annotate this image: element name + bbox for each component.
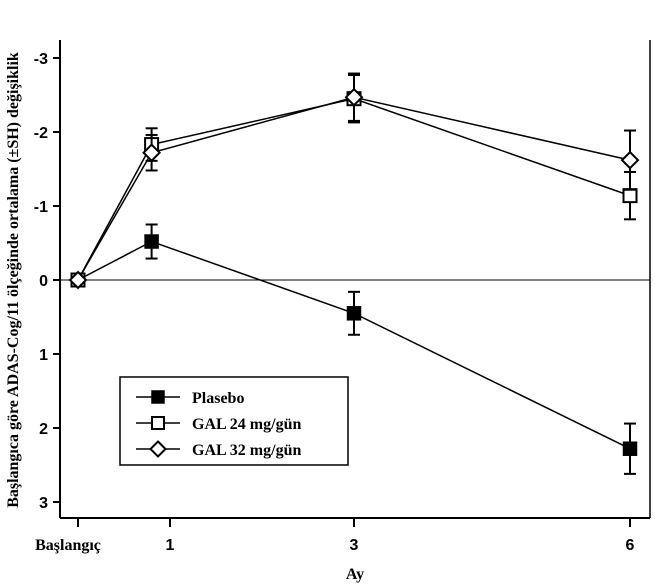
legend-label: GAL 32 mg/gün xyxy=(192,442,301,459)
series-line xyxy=(77,240,631,450)
y-tick-label: -1 xyxy=(34,199,48,216)
legend-item-plasebo: Plasebo xyxy=(136,390,244,407)
x-tick-label: 1 xyxy=(166,537,175,554)
marker-filled-square xyxy=(151,390,165,404)
marker-filled-square xyxy=(622,441,638,456)
marker-open-diamond xyxy=(620,150,640,170)
marker-filled-square xyxy=(144,234,159,249)
legend-label: GAL 24 mg/gün xyxy=(192,416,301,433)
x-tick-label: 3 xyxy=(350,537,359,554)
marker-open-diamond xyxy=(68,270,88,290)
y-tick-label: 3 xyxy=(39,495,48,512)
chart-legend: Plasebo GAL 24 mg/gün GAL 32 mg/gün xyxy=(119,376,349,466)
y-tick-label: -2 xyxy=(34,125,48,142)
chart-series xyxy=(68,72,640,475)
marker-open-square xyxy=(151,416,165,430)
x-tick-label: Başlangıç xyxy=(35,537,101,554)
y-axis-label: Başlangıca göre ADAS-Cog/11 ölçeğinde or… xyxy=(5,52,22,508)
y-tick-label: 0 xyxy=(39,273,48,290)
y-tick-label: 1 xyxy=(39,347,48,364)
series-line xyxy=(77,97,631,281)
legend-item-gal-32: GAL 32 mg/gün xyxy=(136,440,301,459)
marker-open-diamond xyxy=(149,440,167,458)
series-gal-32 xyxy=(68,72,640,290)
x-axis-label: Ay xyxy=(345,566,365,583)
marker-open-diamond xyxy=(344,87,364,107)
y-axis-label-wrap: Başlangıca göre ADAS-Cog/11 ölçeğinde or… xyxy=(0,0,30,560)
marker-filled-square xyxy=(346,306,362,321)
y-tick-label: -3 xyxy=(34,51,48,68)
marker-open-square xyxy=(622,188,638,204)
series-line xyxy=(77,96,631,281)
x-tick-label: 6 xyxy=(626,537,635,554)
marker-open-diamond xyxy=(142,143,162,163)
chart-ticks: -3 -2 -1 0 1 2 3 Başlangıç 1 3 6 xyxy=(34,51,635,554)
y-tick-label: 2 xyxy=(39,421,48,438)
legend-label: Plasebo xyxy=(192,390,244,407)
legend-item-gal-24: GAL 24 mg/gün xyxy=(136,416,301,433)
